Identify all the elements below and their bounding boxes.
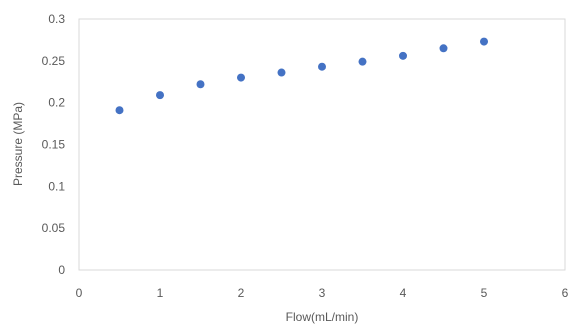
- data-point: [196, 80, 205, 89]
- y-tick-label: 0.2: [48, 96, 65, 110]
- x-tick-label: 0: [76, 286, 83, 300]
- y-tick-label: 0.3: [48, 12, 65, 26]
- data-point: [318, 62, 326, 71]
- x-tick-label: 4: [400, 286, 407, 300]
- y-tick-label: 0.05: [42, 221, 66, 235]
- data-point: [358, 57, 367, 66]
- x-axis-title: Flow(mL/min): [286, 310, 359, 324]
- y-axis: 0 0.05 0.1 0.15 0.2 0.25 0.3: [42, 12, 66, 277]
- y-tick-label: 0: [58, 263, 65, 277]
- data-point: [237, 73, 245, 82]
- x-tick-label: 2: [238, 286, 245, 300]
- data-point: [399, 51, 407, 60]
- x-tick-label: 5: [481, 286, 488, 300]
- data-point: [115, 106, 124, 115]
- data-point: [156, 91, 164, 100]
- data-point: [277, 68, 286, 77]
- y-tick-label: 0.25: [42, 54, 66, 68]
- y-tick-label: 0.1: [48, 179, 65, 193]
- y-tick-label: 0.15: [42, 138, 66, 152]
- plot-area: [78, 18, 566, 271]
- x-tick-label: 1: [157, 286, 164, 300]
- x-tick-label: 6: [562, 286, 568, 300]
- data-point: [439, 44, 448, 53]
- x-tick-label: 3: [319, 286, 326, 300]
- data-point: [480, 37, 488, 46]
- x-axis: 0 1 2 3 4 5 6: [76, 286, 568, 300]
- data-series: [115, 37, 488, 115]
- y-axis-title: Pressure (MPa): [11, 102, 25, 186]
